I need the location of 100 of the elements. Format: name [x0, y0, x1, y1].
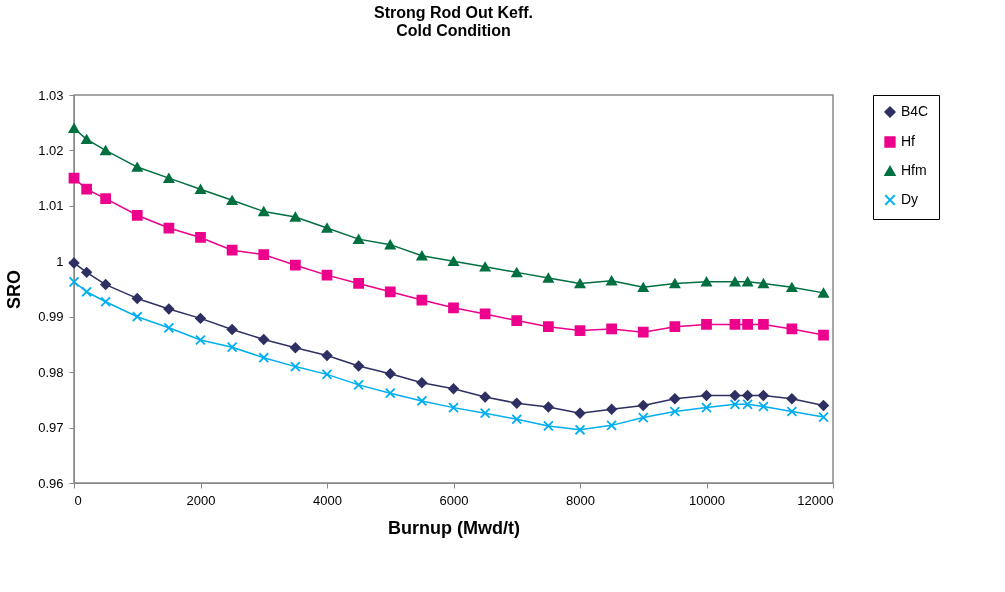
point: [384, 368, 396, 380]
x-tick-label: 4000: [313, 492, 342, 508]
point: [742, 277, 753, 287]
point: [637, 326, 649, 338]
point: [818, 329, 829, 341]
point: [321, 368, 333, 380]
point: [701, 319, 712, 330]
point: [729, 277, 741, 287]
point: [226, 324, 238, 335]
point: [786, 393, 798, 405]
x-tick-label: 0: [74, 492, 82, 508]
legend-label: Hfm: [901, 162, 927, 178]
point: [353, 234, 364, 244]
point: [758, 401, 769, 412]
point: [479, 262, 491, 272]
y-tick-label: 0.99: [38, 309, 64, 325]
point: [290, 342, 301, 354]
point: [195, 184, 206, 194]
point: [574, 278, 586, 289]
x-axis-title: Burnup (Mwd/t): [388, 517, 520, 538]
point: [818, 411, 829, 423]
point: [195, 313, 206, 324]
point: [384, 387, 396, 399]
point: [448, 302, 459, 314]
point: [416, 377, 428, 389]
point: [818, 400, 829, 411]
y-tick-label: 0.97: [38, 420, 64, 436]
point: [321, 223, 333, 233]
point: [258, 352, 270, 364]
point: [384, 286, 396, 298]
point: [68, 123, 80, 134]
point: [786, 406, 798, 417]
point: [448, 256, 459, 267]
point: [637, 412, 649, 423]
point: [81, 286, 93, 298]
point: [131, 162, 143, 172]
point: [637, 400, 649, 411]
point: [100, 279, 111, 290]
point: [543, 321, 554, 333]
point: [258, 206, 270, 217]
point: [574, 407, 586, 419]
point: [131, 209, 143, 221]
point: [321, 350, 333, 361]
x-tick-label: 10000: [688, 492, 726, 508]
point: [81, 183, 93, 195]
point: [131, 293, 143, 304]
point: [818, 288, 829, 298]
point: [448, 402, 459, 413]
point: [511, 397, 523, 409]
y-tick-label: 1: [56, 253, 64, 269]
point: [742, 390, 753, 401]
x-tick-label: 12000: [797, 492, 834, 508]
point: [669, 406, 681, 417]
point: [669, 393, 681, 405]
point: [574, 424, 586, 436]
point: [543, 420, 554, 432]
point: [384, 239, 396, 250]
y-tick-label: 0.96: [38, 475, 64, 491]
point: [637, 282, 649, 293]
point: [701, 402, 712, 413]
text: Cold Condition: [396, 22, 511, 39]
point: [606, 275, 617, 286]
point: [416, 250, 428, 261]
point: [511, 267, 523, 278]
point: [290, 212, 301, 222]
y-axis-title: SRO: [4, 269, 25, 310]
point: [68, 276, 80, 288]
y-tick-label: 0.98: [38, 364, 64, 380]
point: [701, 390, 712, 401]
point: [81, 134, 93, 145]
point: [81, 267, 93, 278]
legend-label: B4C: [901, 103, 929, 119]
point: [163, 322, 175, 334]
point: [163, 173, 175, 183]
point: [729, 390, 741, 401]
point: [321, 269, 333, 281]
point: [758, 278, 769, 289]
point: [258, 249, 270, 261]
point: [100, 193, 111, 205]
point: [479, 407, 491, 419]
point: [163, 303, 175, 315]
point: [479, 391, 491, 403]
point: [574, 325, 586, 336]
point: [669, 278, 681, 289]
point: [131, 311, 143, 323]
y-tick-label: 1.01: [38, 198, 64, 214]
point: [226, 244, 238, 256]
point: [416, 395, 428, 407]
point: [258, 334, 270, 345]
point: [742, 319, 753, 330]
point: [290, 361, 301, 372]
legend-label: Hf: [901, 133, 916, 149]
x-tick-label: 8000: [566, 492, 595, 508]
point: [100, 145, 111, 156]
point: [290, 259, 301, 271]
y-tick-label: 1.02: [38, 142, 64, 158]
point: [606, 323, 617, 335]
point: [68, 257, 80, 269]
point: [195, 232, 206, 243]
point: [226, 341, 238, 353]
